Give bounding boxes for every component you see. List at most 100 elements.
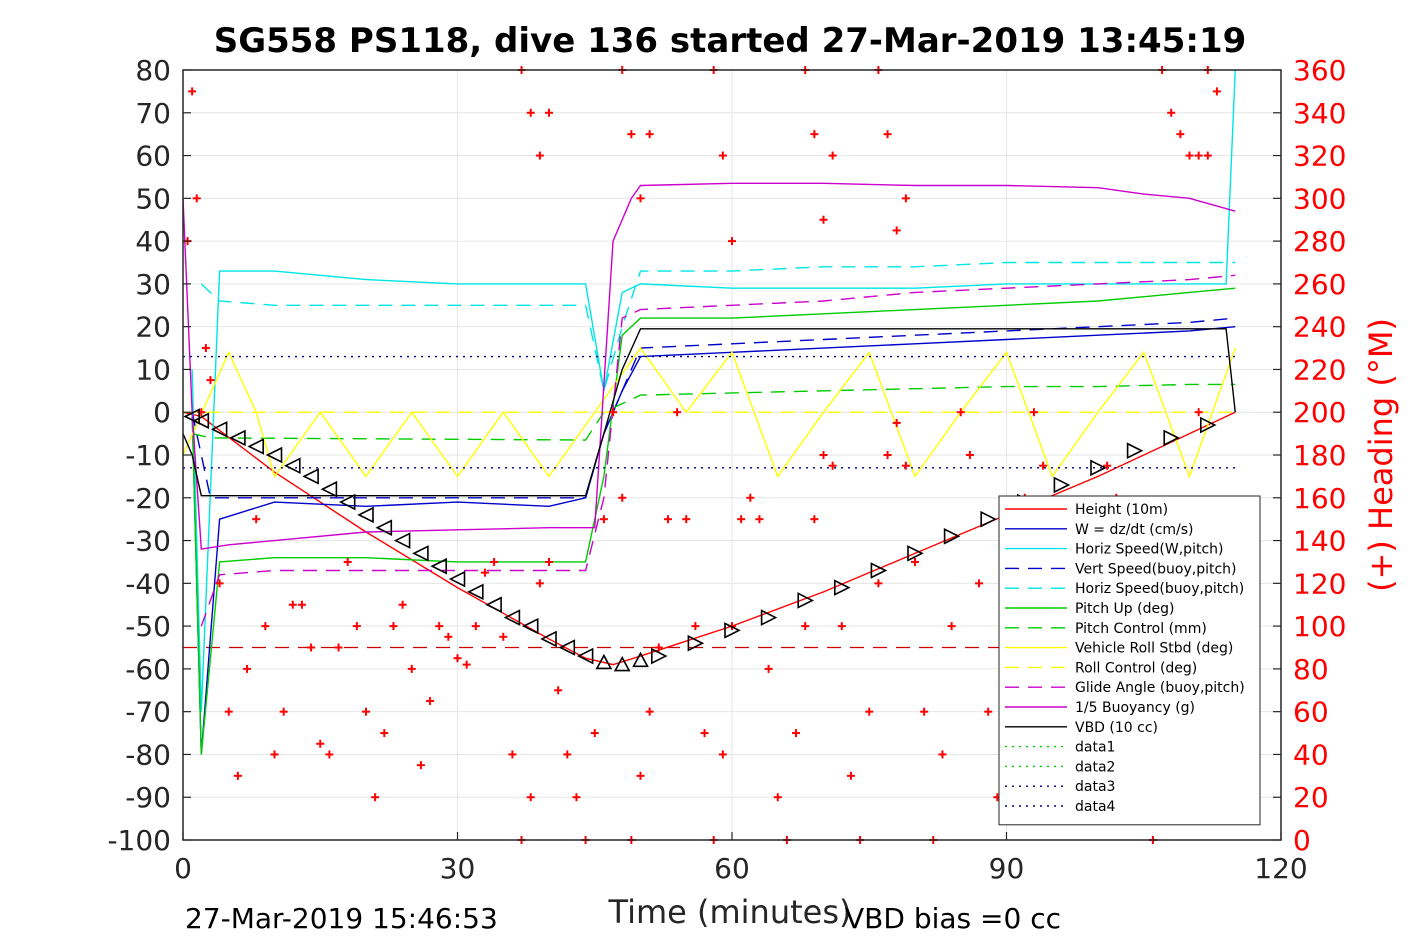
heading-marker — [718, 750, 727, 759]
triangle-marker — [229, 429, 246, 447]
right-axis-ticks: 3603403203002802602402202001801601401201… — [1273, 54, 1346, 857]
y-tick-label: -40 — [125, 567, 171, 600]
heading-marker — [938, 750, 947, 759]
y-tick-label: -60 — [125, 653, 171, 686]
triangle-marker — [192, 412, 210, 430]
heading-marker — [792, 729, 801, 738]
series-line-7 — [182, 346, 1236, 479]
y2-tick-label: 80 — [1293, 653, 1329, 686]
heading-marker — [636, 771, 645, 780]
triangle-marker — [430, 557, 448, 575]
y2-tick-label: 280 — [1293, 225, 1346, 258]
heading-marker — [846, 771, 855, 780]
triangle-marker — [576, 647, 594, 665]
heading-marker — [526, 108, 535, 117]
heading-marker — [252, 515, 261, 524]
y-tick-label: -70 — [125, 696, 171, 729]
triangle-marker — [503, 609, 521, 626]
triangle-marker — [1200, 416, 1217, 434]
heading-marker — [746, 493, 755, 502]
triangle-marker — [613, 655, 631, 672]
legend-box — [998, 495, 1261, 826]
triangle-marker — [284, 457, 301, 474]
y2-tick-label: 160 — [1293, 482, 1346, 515]
y2-tick-label: 120 — [1293, 567, 1346, 600]
heading-marker — [691, 622, 700, 631]
heading-marker — [352, 622, 361, 631]
y2-tick-label: 240 — [1293, 311, 1346, 344]
triangle-marker — [833, 579, 851, 596]
heading-marker — [215, 579, 224, 588]
heading-marker — [956, 408, 965, 417]
heading-marker — [1194, 151, 1203, 160]
footer-timestamp: 27-Mar-2019 15:46:53 — [185, 902, 498, 935]
triangle-marker — [943, 527, 961, 545]
heading-marker — [270, 750, 279, 759]
triangle-marker — [760, 609, 778, 626]
heading-marker — [865, 707, 874, 716]
heading-marker — [975, 579, 984, 588]
legend-entry: Roll Control (deg) — [1075, 660, 1197, 676]
triangle-marker — [302, 468, 319, 485]
heading-marker — [307, 643, 316, 652]
legend: Height (10m) W = dz/dt (cm/s) Horiz Speed(… — [998, 495, 1261, 826]
legend-entry: Vehicle Roll Stbd (deg) — [1075, 641, 1233, 657]
legend-entry: Pitch Up (deg) — [1075, 601, 1174, 617]
heading-marker — [380, 729, 389, 738]
x-axis-ticks: 0 30 60 90 120 — [174, 832, 1308, 885]
triangle-marker — [687, 634, 705, 652]
series-line-9 — [200, 274, 1236, 627]
triangle-marker — [375, 519, 393, 537]
heading-marker — [316, 739, 325, 748]
heading-marker — [1167, 108, 1176, 117]
triangle-marker — [1163, 429, 1180, 447]
heading-marker — [398, 600, 407, 609]
triangle-markers — [183, 408, 1217, 672]
heading-marker — [201, 344, 210, 353]
heading-marker — [471, 622, 480, 631]
triangle-marker — [870, 562, 888, 579]
heading-marker — [627, 130, 636, 139]
legend-entry: 1/5 Buoyancy (g) — [1075, 700, 1195, 716]
triangle-marker — [412, 545, 429, 562]
right-axis-label: (+) Heading (°M) — [1362, 318, 1400, 592]
heading-marker — [362, 707, 370, 716]
y-tick-label: 80 — [135, 54, 171, 87]
heading-marker — [535, 579, 544, 588]
series-line-4 — [200, 261, 1236, 392]
triangle-marker — [540, 630, 557, 648]
heading-marker — [206, 376, 215, 385]
y-tick-label: 40 — [135, 225, 171, 258]
heading-marker — [599, 515, 608, 524]
legend-entry: data3 — [1075, 779, 1115, 795]
triangle-marker — [448, 570, 466, 588]
x-tick-label: 30 — [440, 852, 476, 885]
heading-marker — [233, 771, 242, 780]
triangle-marker — [320, 480, 338, 498]
triangle-marker — [797, 592, 814, 609]
triangle-marker — [595, 653, 613, 670]
heading-marker — [901, 461, 910, 470]
y-tick-label: 10 — [135, 353, 171, 386]
heading-marker — [718, 151, 727, 160]
heading-marker — [609, 408, 618, 417]
y2-tick-label: 40 — [1293, 738, 1329, 771]
heading-marker — [508, 750, 517, 759]
triangle-marker — [724, 622, 741, 639]
heading-marker — [700, 729, 709, 738]
series-line-3 — [191, 317, 1236, 499]
heading-marker — [654, 643, 663, 652]
heading-marker — [764, 664, 773, 673]
y2-tick-label: 300 — [1293, 182, 1346, 215]
triangle-marker — [1126, 442, 1144, 460]
y2-tick-label: 260 — [1293, 268, 1346, 301]
heading-marker — [1185, 151, 1194, 160]
heading-marker — [837, 622, 846, 631]
heading-marker — [618, 493, 627, 502]
heading-marker — [1103, 461, 1112, 470]
heading-marker — [389, 622, 398, 631]
y2-tick-label: 140 — [1293, 525, 1346, 558]
heading-marker — [545, 108, 553, 117]
heading-marker — [526, 793, 535, 802]
